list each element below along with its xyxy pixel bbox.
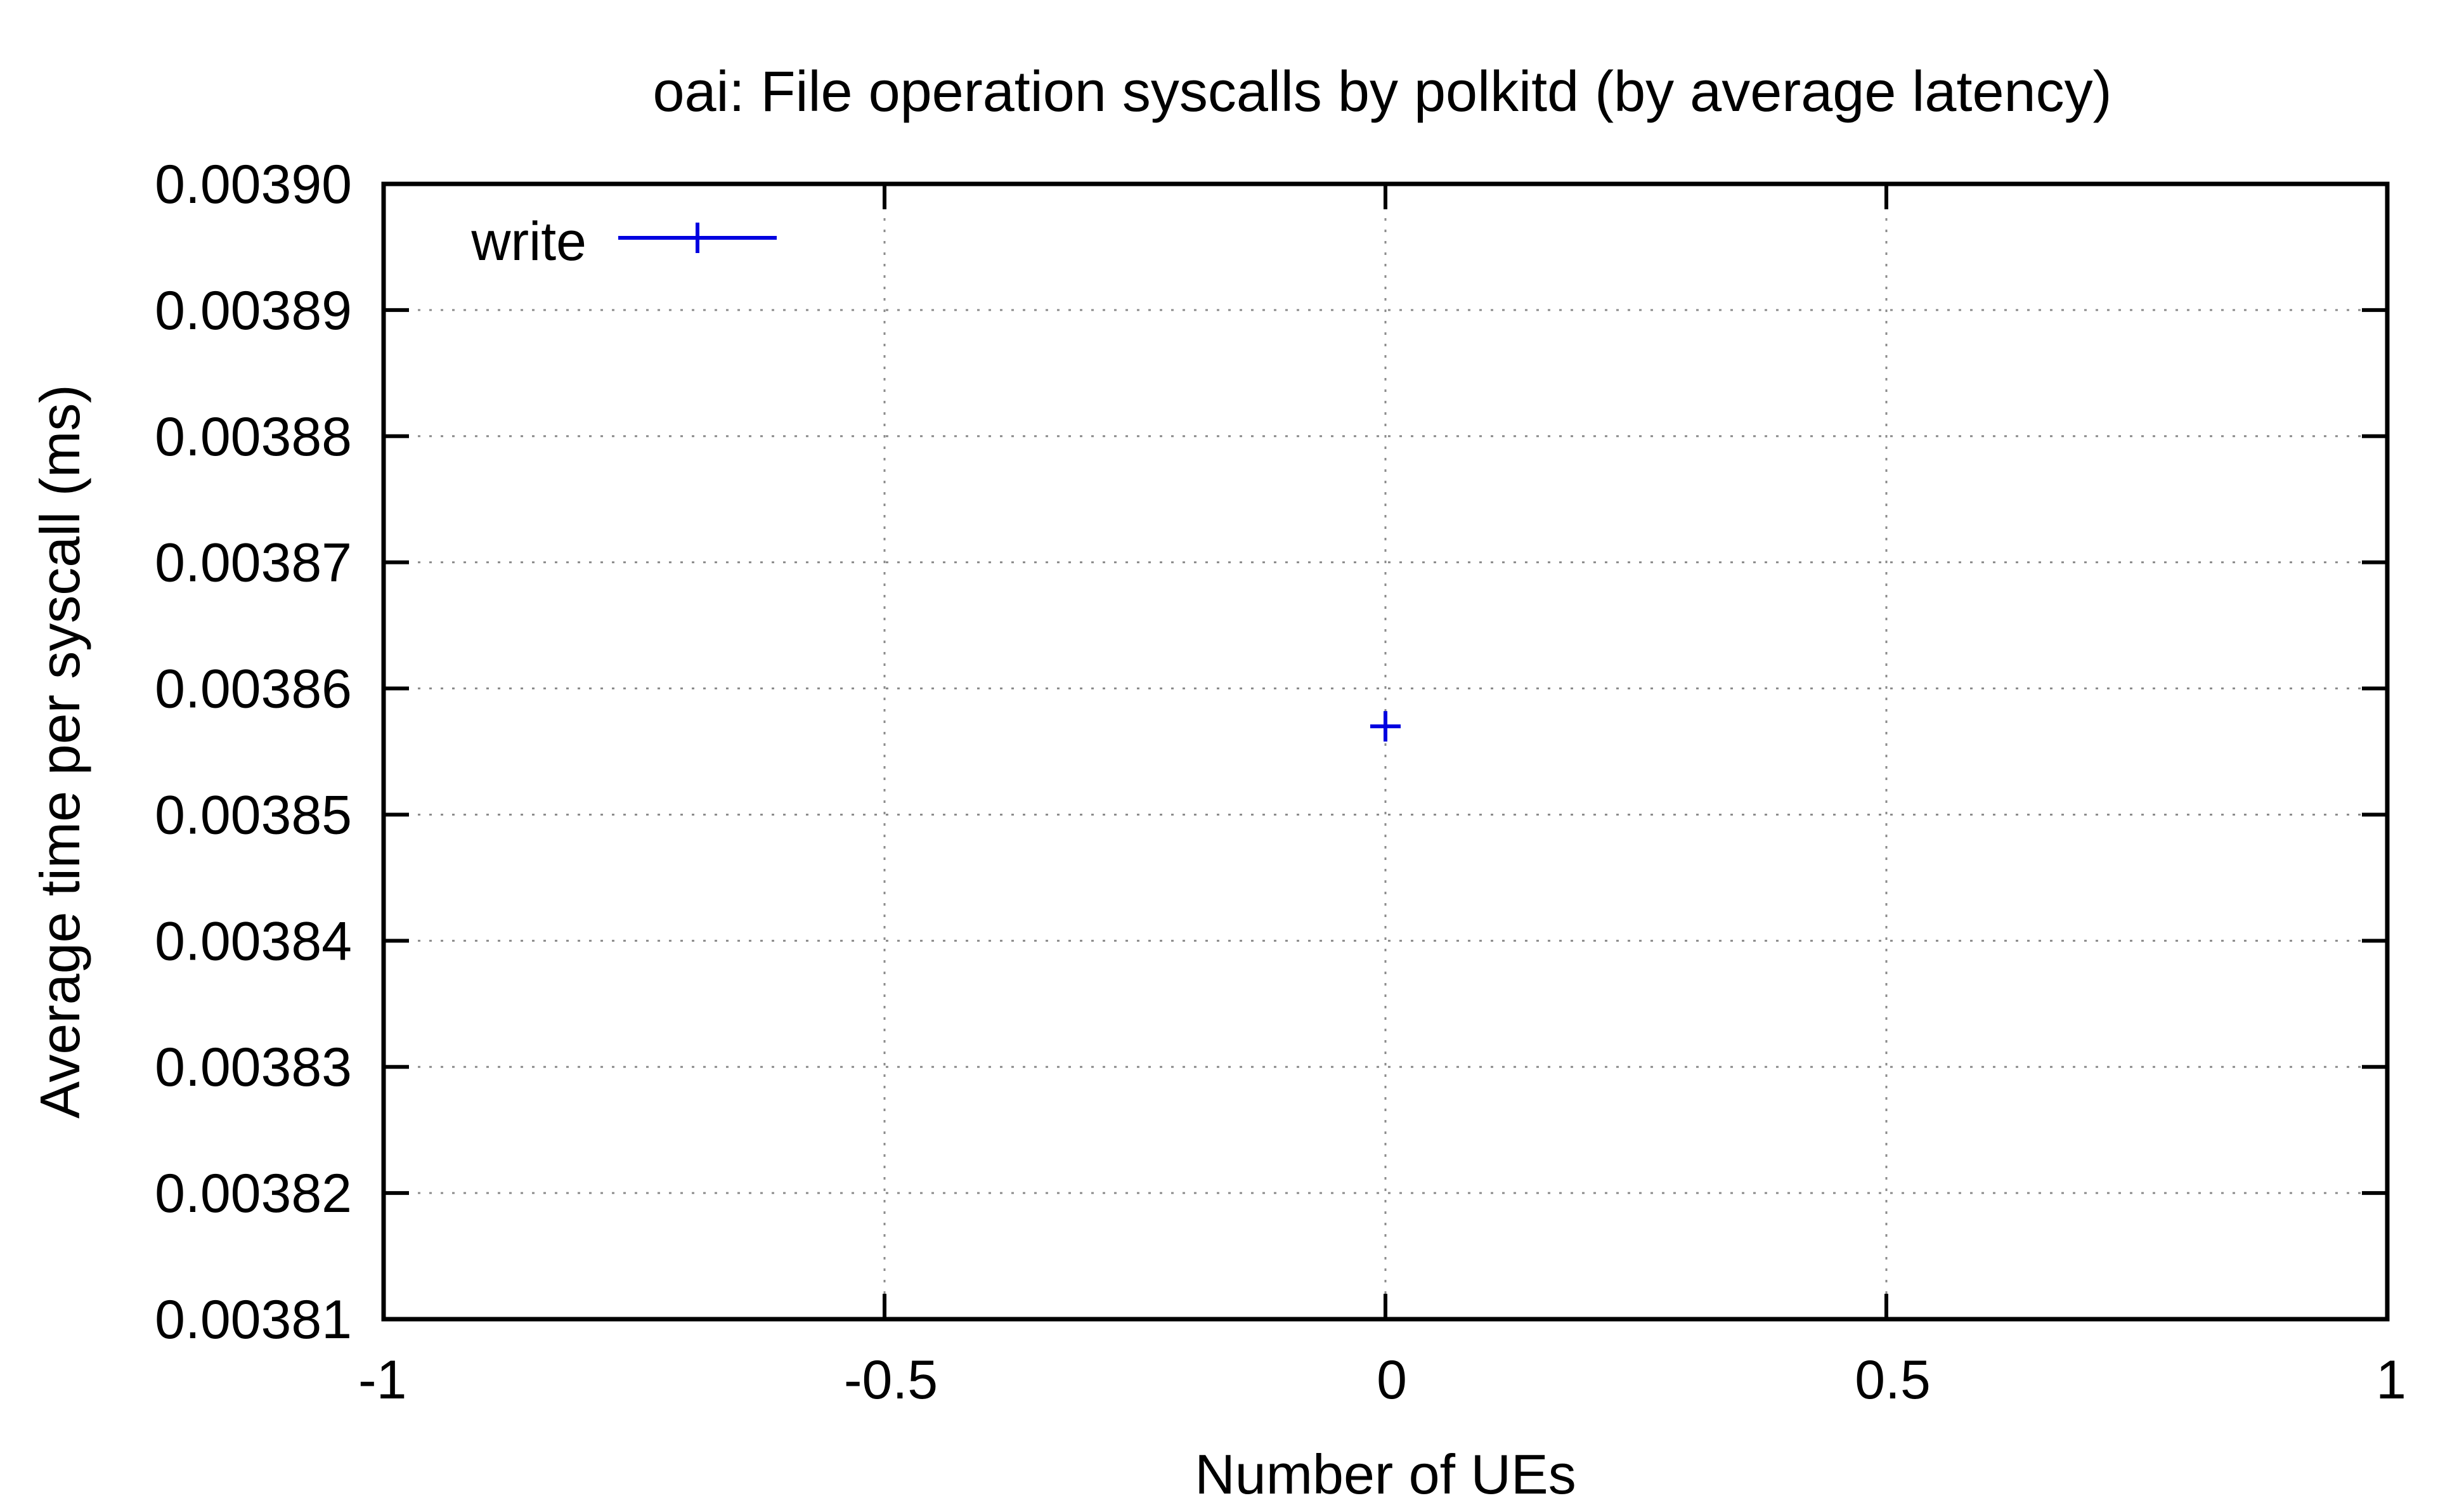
x-tick-label: 0.5 bbox=[1855, 1350, 1931, 1410]
plot-frame bbox=[381, 181, 2390, 1322]
data-point-write bbox=[1370, 711, 1401, 742]
y-tick-label: 0.00382 bbox=[155, 1163, 352, 1224]
y-tick-label: 0.00381 bbox=[155, 1289, 352, 1350]
y-tick-label: 0.00383 bbox=[155, 1037, 352, 1098]
x-tick-labels: -1 -0.5 0 0.5 1 bbox=[358, 1350, 2406, 1410]
y-tick-label: 0.00389 bbox=[155, 280, 352, 341]
y-tick-label: 0.00390 bbox=[155, 154, 352, 215]
data-points bbox=[1370, 711, 1401, 742]
y-tick-label: 0.00385 bbox=[155, 785, 352, 845]
y-tick-label: 0.00387 bbox=[155, 533, 352, 594]
legend-label-write: write bbox=[470, 211, 587, 272]
y-tick-label: 0.00386 bbox=[155, 659, 352, 720]
legend: write bbox=[470, 211, 777, 272]
x-tick-label: -1 bbox=[358, 1350, 406, 1410]
chart-title: oai: File operation syscalls by polkitd … bbox=[652, 60, 2111, 124]
x-tick-label: 1 bbox=[2376, 1350, 2406, 1410]
x-axis-label: Number of UEs bbox=[1195, 1443, 1576, 1498]
y-tick-label: 0.00384 bbox=[155, 911, 352, 972]
x-tick-label: 0 bbox=[1377, 1350, 1407, 1410]
y-tick-labels: 0.00381 0.00382 0.00383 0.00384 0.00385 0.003… bbox=[155, 154, 352, 1350]
y-tick-label: 0.00388 bbox=[155, 407, 352, 467]
y-axis-label: Average time per syscall (ms) bbox=[29, 384, 91, 1118]
legend-sample-write bbox=[618, 223, 777, 253]
x-tick-label: -0.5 bbox=[844, 1350, 938, 1410]
